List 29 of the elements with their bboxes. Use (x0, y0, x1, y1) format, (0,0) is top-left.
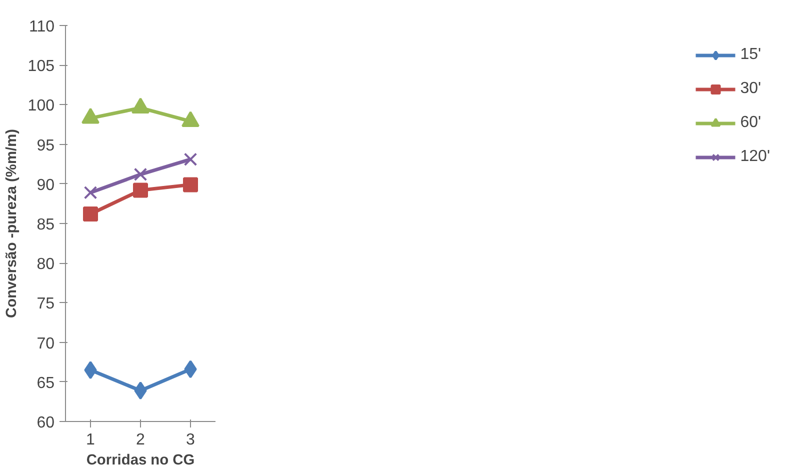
legend-label: 60' (740, 114, 762, 132)
point (183, 177, 198, 192)
point (134, 382, 147, 400)
x-tick-label: 1 (86, 432, 96, 448)
x-tick-label: 3 (186, 432, 196, 448)
legend-label: 120' (740, 148, 770, 166)
point (84, 186, 98, 200)
y-tick-label: 65 (36, 374, 55, 392)
point (184, 360, 197, 378)
point (133, 182, 148, 198)
y-tick-label: 100 (28, 98, 55, 115)
y-tick-label: 85 (36, 216, 55, 234)
point (84, 361, 97, 380)
y-tick-label: 90 (36, 176, 55, 194)
point (184, 152, 198, 166)
y-tick-label: 75 (36, 296, 55, 313)
y-tick-label: 110 (28, 18, 55, 36)
y-axis-title: Conversão -pureza (%m/m) (4, 128, 20, 318)
y-tick-label: 70 (36, 335, 55, 352)
legend-label: 15' (740, 46, 762, 64)
point (83, 206, 98, 222)
y-tick-label: 95 (36, 137, 55, 154)
x-tick-label: 2 (136, 432, 146, 448)
y-tick-label: 80 (36, 256, 55, 274)
point (134, 168, 148, 182)
y-tick-label: 60 (36, 414, 55, 432)
x-axis-title: Corridas no CG (86, 452, 195, 468)
y-tick-label: 105 (28, 58, 55, 76)
legend-label: 30' (740, 80, 762, 98)
